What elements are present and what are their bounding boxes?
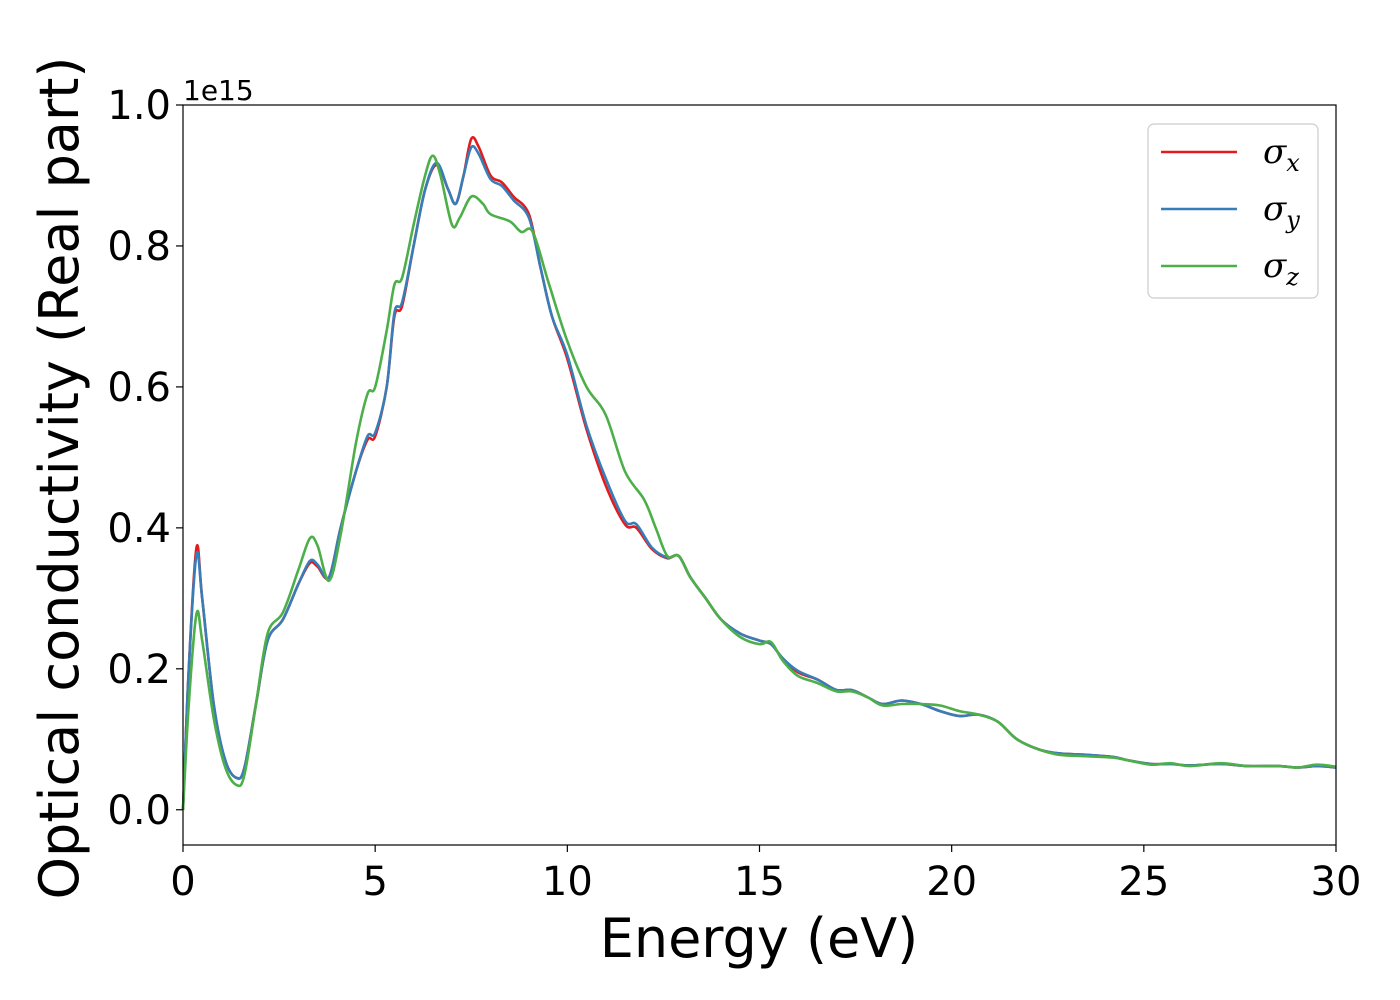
- x-tick-label: 5: [362, 859, 387, 905]
- y-axis: 0.0 0.2 0.4 0.6 0.8 1.0: [107, 83, 183, 834]
- x-axis: 0 5 10 15 20 25 30: [170, 845, 1361, 905]
- x-tick-label: 10: [542, 859, 593, 905]
- y-tick-label: 0.6: [107, 365, 171, 411]
- x-tick-label: 0: [170, 859, 195, 905]
- series-layer: [181, 135, 1337, 810]
- x-tick-label: 15: [734, 859, 785, 905]
- y-tick-label: 1.0: [107, 83, 171, 129]
- y-axis-title: Optical conductivity (Real part): [28, 57, 91, 900]
- y-offset-label: 1e15: [183, 74, 254, 107]
- x-tick-label: 25: [1118, 859, 1169, 905]
- series-line-3: [181, 154, 1337, 810]
- legend-box: [1147, 123, 1319, 299]
- x-tick-label: 30: [1311, 859, 1362, 905]
- x-tick-label: 20: [926, 859, 977, 905]
- y-tick-label: 0.8: [107, 224, 171, 270]
- y-tick-label: 0.2: [107, 647, 171, 693]
- x-axis-title: Energy (eV): [600, 907, 919, 970]
- y-tick-label: 0.0: [107, 788, 171, 834]
- y-tick-label: 0.4: [107, 506, 171, 552]
